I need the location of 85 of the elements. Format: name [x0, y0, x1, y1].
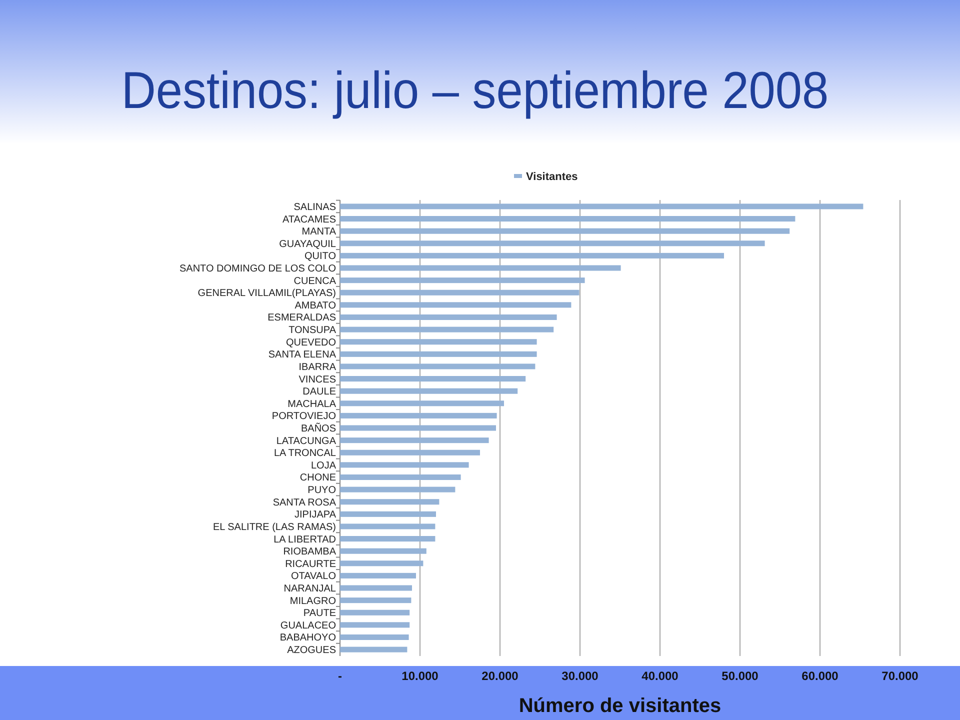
bar — [340, 474, 461, 480]
bar — [340, 302, 572, 308]
y-tick-label: QUEVEDO — [286, 337, 336, 348]
bar — [340, 351, 537, 357]
y-tick-label: GENERAL VILLAMIL(PLAYAS) — [198, 288, 336, 300]
bar — [340, 265, 621, 271]
bar — [340, 400, 504, 406]
bar — [340, 486, 456, 492]
y-tick-label: GUAYAQUIL — [279, 238, 336, 250]
x-axis-title: Número de visitantes — [518, 695, 722, 717]
y-tick-label: SALINAS — [294, 202, 336, 213]
bar — [340, 388, 518, 394]
bar — [340, 314, 557, 320]
y-tick-label: VINCES — [298, 374, 336, 386]
y-tick-label: CHONE — [300, 472, 336, 484]
bar — [340, 560, 424, 566]
x-tick-label: 30.000 — [562, 669, 599, 683]
bar — [340, 326, 554, 332]
bar — [340, 524, 436, 530]
bar — [340, 228, 790, 234]
bar — [340, 278, 585, 284]
bar — [340, 290, 580, 296]
bar — [340, 585, 412, 591]
bar — [340, 499, 440, 505]
bar — [340, 339, 537, 345]
x-tick-label: 60.000 — [802, 669, 839, 683]
x-tick-label: 50.000 — [722, 669, 759, 683]
y-tick-label: MANTA — [302, 226, 336, 238]
bar — [340, 572, 416, 578]
x-tick-label: 40.000 — [642, 669, 679, 683]
y-tick-label: IBARRA — [298, 362, 336, 373]
y-tick-label: MILAGRO — [290, 596, 336, 607]
bar — [340, 511, 436, 517]
y-tick-label: SANTA ELENA — [268, 350, 336, 361]
y-tick-label: LOJA — [310, 460, 336, 472]
y-tick-label: LATACUNGA — [276, 436, 336, 447]
bar — [340, 364, 536, 370]
bar — [340, 376, 526, 382]
y-tick-label: BAÑOS — [300, 422, 336, 434]
bar — [340, 412, 497, 418]
y-tick-label: LA LIBERTAD — [274, 534, 336, 546]
y-tick-label: AMBATO — [294, 300, 336, 312]
bar — [340, 646, 408, 652]
y-tick-label: TONSUPA — [288, 325, 336, 336]
bar — [340, 610, 410, 616]
bar — [340, 216, 796, 222]
y-tick-label: DAULE — [302, 386, 336, 398]
bar — [340, 634, 409, 640]
y-tick-label: JIPIJAPA — [294, 510, 336, 521]
y-tick-label: LA TRONCAL — [274, 448, 336, 460]
bar — [340, 536, 436, 542]
y-tick-label: ESMERALDAS — [268, 312, 336, 324]
y-tick-label: CUENCA — [294, 276, 336, 287]
y-tick-label: RICAURTE — [285, 558, 336, 570]
x-tick-label: 20.000 — [482, 669, 519, 683]
bar — [340, 240, 765, 246]
bar — [340, 462, 469, 468]
y-tick-label: NARANJAL — [284, 584, 336, 594]
bar — [340, 438, 489, 444]
x-tick-label: 10.000 — [402, 669, 439, 683]
bar — [340, 425, 496, 431]
y-tick-label: PUYO — [308, 485, 336, 496]
bar — [340, 598, 412, 604]
y-tick-label: QUITO — [304, 251, 336, 262]
y-tick-label: PAUTE — [303, 608, 336, 620]
y-tick-label: AZOGUES — [287, 645, 336, 656]
y-tick-label: BABAHOYO — [280, 632, 336, 644]
bar — [340, 622, 410, 628]
bar — [340, 450, 480, 456]
y-tick-label: EL SALITRE (LAS RAMAS) — [213, 522, 336, 533]
y-tick-label: RIOBAMBA — [283, 546, 336, 558]
chart-title: Destinos: julio – septiembre 2008 — [121, 61, 829, 120]
y-tick-label: MACHALA — [288, 398, 336, 410]
x-tick-label: - — [338, 669, 342, 683]
y-tick-label: SANTA ROSA — [272, 497, 336, 508]
bar — [340, 204, 864, 210]
bar — [340, 252, 724, 258]
y-tick-label: SANTO DOMINGO DE LOS COLO — [179, 264, 336, 274]
y-tick-label: PORTOVIEJO — [272, 411, 336, 422]
y-tick-label: OTAVALO — [290, 571, 336, 582]
y-tick-label: GUALACEO — [280, 620, 336, 632]
y-tick-label: ATACAMES — [282, 214, 336, 226]
bar — [340, 548, 426, 554]
legend-label: Visitantes — [526, 171, 578, 184]
x-tick-label: 70.000 — [882, 669, 919, 683]
